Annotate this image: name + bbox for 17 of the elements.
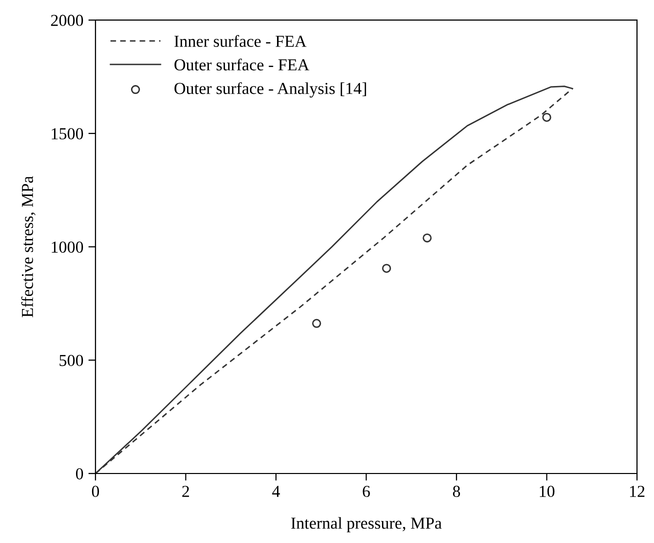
y-axis-title: Effective stress, MPa [21, 176, 36, 318]
y-tick-label: 500 [60, 354, 84, 366]
y-tick-label: 2000 [51, 14, 84, 26]
y-tick-label: 1500 [52, 128, 84, 140]
legend-label: Outer surface - Analysis [14] [174, 82, 366, 98]
x-tick-label: 12 [630, 486, 644, 497]
x-tick-label: 6 [362, 486, 370, 498]
x-tick-label: 2 [182, 486, 189, 497]
x-tick-label: 10 [540, 486, 554, 498]
legend-label: Outer surface - FEA [174, 58, 310, 70]
x-axis-title: Internal pressure, MPa [291, 517, 442, 532]
x-tick-label: 0 [92, 486, 100, 498]
legend-label: Inner surface - FEA [174, 35, 307, 47]
x-tick-label: 8 [452, 486, 460, 498]
y-tick-label: 0 [76, 468, 84, 480]
y-tick-label: 1000 [52, 241, 84, 253]
x-tick-label: 4 [272, 486, 280, 497]
